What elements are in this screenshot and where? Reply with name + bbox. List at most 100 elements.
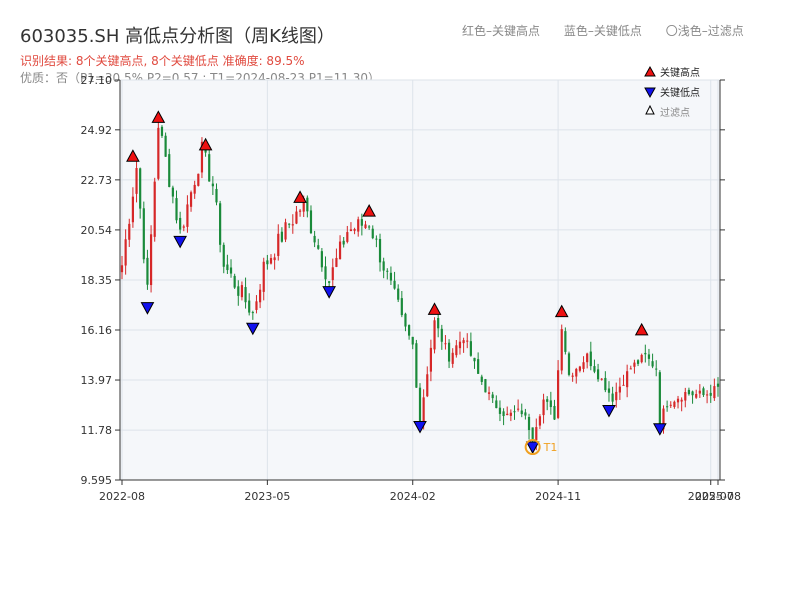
candle-body	[135, 168, 138, 194]
candle-body	[149, 234, 153, 286]
x-tick-label: 2024-11	[535, 490, 581, 503]
candle-body	[520, 410, 523, 415]
candle-body	[604, 377, 607, 391]
candle-body	[306, 197, 309, 212]
candle-body	[451, 352, 454, 364]
candle-body	[549, 400, 552, 408]
candle-body	[517, 408, 520, 410]
candle-body	[698, 390, 701, 394]
candle-body	[466, 340, 469, 342]
candle-body	[586, 353, 589, 363]
candle-body	[487, 392, 491, 394]
candle-body	[288, 223, 291, 225]
key-low-marker	[653, 423, 667, 436]
candle-body	[538, 416, 542, 426]
candle-body	[302, 198, 305, 212]
x-tick-label: 2025-08	[695, 490, 741, 503]
candle-body	[556, 370, 560, 418]
candle-body	[640, 354, 643, 363]
candle-body	[200, 141, 204, 173]
candle-body	[331, 267, 334, 281]
candle-body	[433, 320, 436, 350]
candle-body	[131, 196, 135, 223]
candle-body	[655, 368, 658, 370]
candle-body	[553, 405, 556, 420]
candle-body	[495, 400, 498, 409]
y-tick-label: 22.73	[81, 174, 113, 187]
candle-body	[251, 312, 254, 314]
key-high-marker	[198, 137, 213, 151]
candle-body	[477, 359, 480, 374]
y-tick-label: 16.16	[81, 324, 113, 337]
key-high-marker	[151, 110, 166, 123]
candle-body	[575, 368, 578, 377]
candle-body	[164, 135, 167, 157]
candle-body	[139, 168, 142, 209]
legend-filtered-icon	[645, 104, 655, 115]
candle-body	[371, 228, 374, 239]
candle-body	[480, 376, 483, 382]
candle-body	[676, 398, 680, 403]
candle-body	[411, 336, 414, 345]
legend-light-text: 〇浅色–过滤点	[665, 24, 744, 38]
key-high-marker	[554, 304, 569, 318]
key-high-marker	[634, 322, 649, 336]
x-tick-label: 2024-02	[390, 490, 436, 503]
key-low-marker	[602, 404, 616, 418]
candle-body	[328, 281, 331, 283]
candle-body	[320, 251, 323, 268]
candle-body	[491, 394, 494, 399]
candle-body	[378, 238, 382, 263]
candle-body	[473, 357, 476, 362]
candle-body	[229, 267, 233, 274]
candle-body	[208, 154, 211, 182]
candle-body	[687, 389, 691, 395]
key-low-marker	[322, 286, 336, 299]
t1-marker-ring	[524, 439, 541, 456]
candle-body	[346, 232, 349, 242]
candle-body	[269, 258, 273, 264]
candle-body	[713, 386, 716, 399]
candle-body	[524, 412, 527, 416]
candle-body	[426, 374, 429, 397]
candle-body	[193, 184, 196, 194]
candle-body	[651, 361, 654, 367]
candle-body	[157, 127, 160, 179]
candles	[120, 121, 720, 451]
candle-body	[509, 412, 512, 416]
candle-body	[447, 342, 451, 362]
candle-body	[298, 210, 302, 212]
legend-low-label: 关键低点	[660, 86, 700, 99]
candle-body	[258, 289, 262, 303]
candle-body	[513, 411, 516, 413]
candle-body	[629, 368, 632, 370]
y-tick-label: 20.54	[81, 224, 113, 237]
candle-body	[444, 343, 447, 345]
candle-body	[237, 286, 240, 296]
candle-body	[666, 406, 669, 408]
candle-body	[266, 260, 269, 265]
candle-body	[593, 366, 596, 372]
candle-body	[211, 183, 214, 187]
candle-body	[182, 226, 185, 228]
candle-body	[128, 223, 131, 240]
key-high-marker	[126, 149, 140, 162]
candle-body	[662, 408, 665, 430]
candle-body	[705, 394, 709, 396]
candle-body	[440, 328, 443, 342]
y-tick-label: 9.595	[81, 474, 113, 487]
candle-body	[389, 272, 393, 281]
candle-body	[153, 181, 156, 237]
candle-body	[582, 362, 585, 369]
candle-body	[673, 401, 676, 407]
candle-body	[596, 369, 600, 380]
candle-body	[277, 233, 280, 256]
candle-body	[291, 224, 294, 226]
candle-body	[197, 173, 200, 186]
candle-body	[248, 300, 251, 313]
candle-body	[404, 313, 407, 327]
candle-body	[146, 257, 149, 285]
candle-body	[255, 301, 258, 310]
key-low-marker	[245, 322, 260, 336]
